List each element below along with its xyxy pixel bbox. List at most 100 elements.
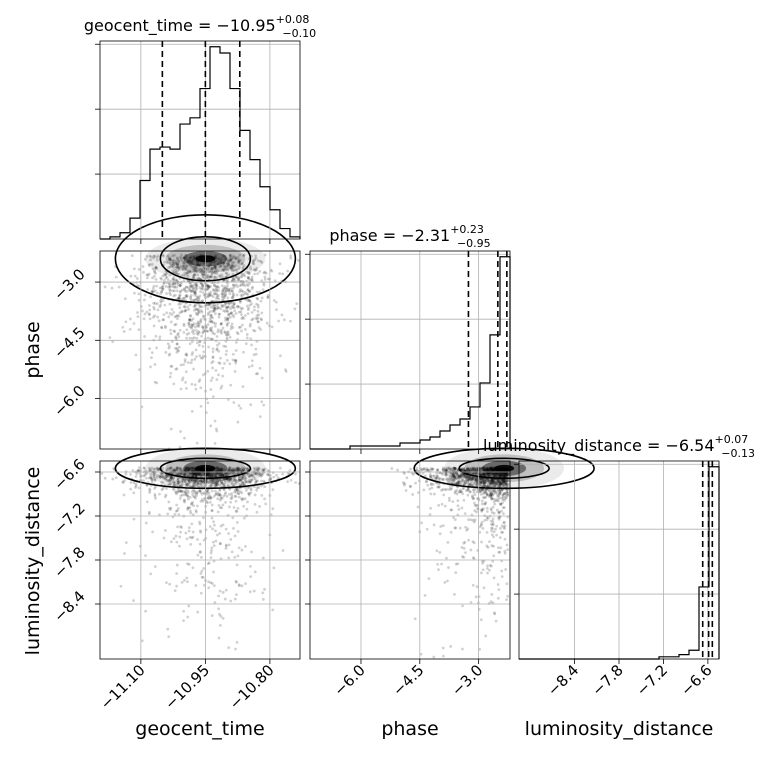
- sample-point: [250, 278, 254, 282]
- sample-point: [229, 266, 233, 270]
- sample-point: [117, 285, 121, 289]
- sample-point: [218, 478, 222, 482]
- sample-point: [238, 265, 241, 269]
- sample-point: [260, 279, 264, 283]
- sample-point: [142, 474, 146, 478]
- sample-point: [196, 324, 200, 328]
- sample-point: [258, 290, 262, 294]
- sample-point: [184, 266, 187, 269]
- sample-point: [200, 287, 204, 291]
- sample-point: [198, 467, 202, 471]
- sample-point: [219, 614, 223, 618]
- sample-point: [472, 490, 476, 494]
- sample-point: [138, 368, 141, 372]
- sample-point: [188, 342, 192, 346]
- sample-point: [188, 256, 192, 260]
- sample-point: [154, 334, 158, 338]
- sample-point: [296, 258, 300, 262]
- sample-point: [250, 287, 254, 290]
- sample-point: [481, 568, 485, 572]
- sample-point: [148, 489, 152, 492]
- sample-point: [232, 260, 236, 264]
- sample-point: [166, 342, 170, 346]
- sample-point: [248, 590, 252, 594]
- sample-point: [465, 478, 469, 481]
- sample-point: [165, 281, 169, 284]
- sample-point: [232, 479, 236, 483]
- sample-point: [211, 468, 215, 472]
- sample-point: [205, 480, 209, 484]
- sample-point: [151, 290, 155, 294]
- sample-point: [240, 548, 244, 552]
- sample-point: [209, 329, 212, 332]
- sample-point: [192, 336, 196, 340]
- sample-point: [192, 270, 196, 274]
- sample-point: [209, 551, 213, 555]
- sample-point: [225, 264, 228, 268]
- sample-point: [236, 488, 239, 492]
- sample-point: [231, 277, 235, 281]
- sample-point: [479, 480, 483, 484]
- sample-point: [198, 304, 202, 308]
- sample-point: [201, 285, 205, 289]
- sample-point: [241, 267, 245, 271]
- sample-point: [187, 318, 191, 322]
- sample-point: [158, 305, 162, 309]
- sample-point: [213, 312, 217, 316]
- sample-point: [168, 289, 172, 293]
- sample-point: [223, 265, 227, 269]
- sample-point: [189, 543, 193, 546]
- sample-point: [182, 324, 186, 328]
- sample-point: [217, 286, 221, 289]
- sample-point: [220, 328, 223, 332]
- sample-point: [171, 282, 175, 286]
- sample-point: [241, 476, 244, 480]
- sample-point: [216, 281, 220, 285]
- sample-point: [184, 261, 187, 265]
- sample-point: [201, 253, 205, 257]
- sample-point: [176, 525, 180, 529]
- sample-point: [167, 482, 171, 486]
- x-tick-label-luminosity-distance: −8.4: [544, 661, 582, 699]
- sample-point: [183, 305, 187, 309]
- sample-point: [141, 309, 144, 313]
- x-tick-label-geocent-time: −11.10: [97, 661, 149, 713]
- sample-point: [242, 350, 245, 354]
- sample-point: [165, 487, 168, 491]
- sample-point: [231, 479, 235, 482]
- sample-point: [197, 259, 201, 263]
- sample-point: [227, 313, 230, 316]
- sample-point: [271, 507, 275, 511]
- sample-point: [216, 285, 220, 289]
- grid-layer: [100, 41, 719, 659]
- sample-point: [207, 260, 211, 264]
- sample-point: [211, 306, 215, 309]
- sample-point: [182, 619, 185, 623]
- sample-point: [461, 604, 464, 608]
- sample-point: [249, 322, 252, 326]
- sample-point: [163, 279, 166, 282]
- sample-point: [124, 320, 128, 324]
- sample-point: [148, 262, 152, 266]
- sample-point: [245, 336, 249, 340]
- sample-point: [243, 284, 247, 288]
- sample-point: [171, 262, 175, 266]
- sample-point: [183, 500, 187, 504]
- sample-point: [173, 512, 177, 516]
- sample-point: [143, 298, 146, 302]
- sample-point: [289, 254, 293, 258]
- sample-point: [144, 554, 147, 558]
- sample-point: [164, 273, 168, 277]
- sample-point: [186, 305, 190, 309]
- sample-point: [246, 293, 250, 296]
- sample-point: [188, 287, 192, 291]
- sample-point: [182, 296, 186, 300]
- sample-point: [248, 480, 252, 484]
- sample-point: [213, 284, 216, 287]
- sample-point: [202, 516, 205, 520]
- x-tick-label-geocent-time: −10.80: [226, 661, 278, 713]
- sample-point: [456, 481, 460, 485]
- sample-point: [206, 307, 210, 311]
- sample-point: [276, 476, 280, 480]
- sample-point: [173, 293, 177, 297]
